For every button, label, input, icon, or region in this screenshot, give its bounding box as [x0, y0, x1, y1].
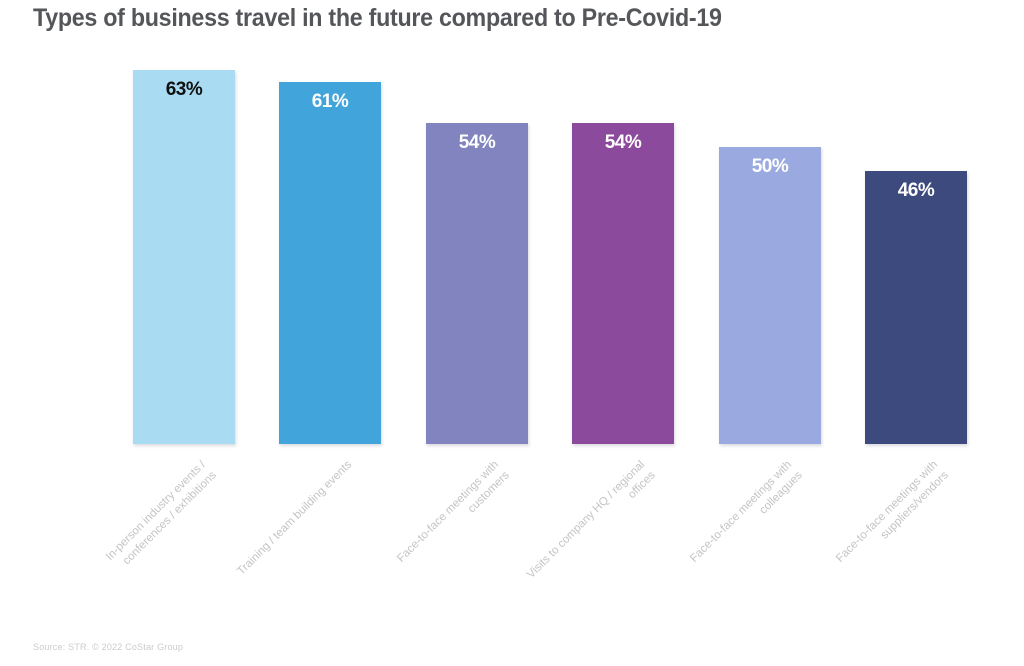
bar-value-label: 46% — [897, 180, 935, 201]
bar-value-label: 61% — [311, 91, 349, 112]
bar-6: 46% — [865, 171, 967, 444]
bar-4: 54% — [572, 123, 674, 444]
chart-title: Types of business travel in the future c… — [33, 4, 722, 32]
bar-1: 63% — [133, 70, 235, 444]
bar-value-label: 54% — [604, 132, 642, 153]
bar-3: 54% — [426, 123, 528, 444]
bar-5: 50% — [719, 147, 821, 444]
source-note: Source: STR. © 2022 CoStar Group — [33, 642, 184, 652]
bar-value-label: 54% — [458, 132, 496, 153]
bar-2: 61% — [279, 82, 381, 444]
bar-value-label: 50% — [751, 156, 789, 177]
bar-value-label: 63% — [165, 79, 203, 100]
